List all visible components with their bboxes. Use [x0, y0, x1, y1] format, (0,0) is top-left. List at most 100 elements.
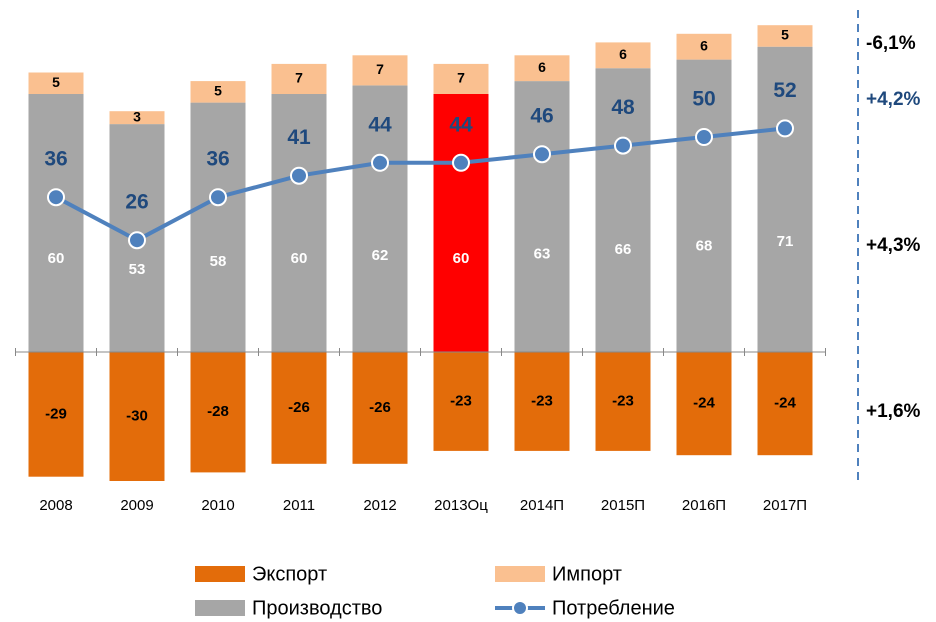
bar	[190, 102, 246, 352]
x-tick-label: 2013Оц	[434, 497, 488, 514]
bar	[595, 68, 651, 352]
line	[55, 126, 786, 243]
legend-swatch	[195, 600, 245, 616]
bar	[757, 25, 813, 47]
data-label: 3	[133, 108, 141, 124]
bar	[676, 59, 732, 352]
marker	[128, 231, 146, 250]
data-label: 44	[368, 113, 392, 136]
x-tick-label: 2012	[363, 497, 396, 514]
data-label: 50	[692, 88, 715, 111]
marker	[776, 119, 794, 138]
data-label: -24	[774, 395, 796, 412]
data-label: 62	[372, 247, 389, 264]
x-tick-label: 2014П	[520, 497, 564, 514]
data-label: 7	[295, 70, 303, 86]
data-label: 26	[125, 191, 148, 214]
data-label: 46	[530, 105, 553, 128]
x-tick-label: 2017П	[763, 497, 807, 514]
data-label: 5	[214, 83, 222, 99]
marker	[614, 136, 632, 155]
x-tick-label: 2011	[283, 497, 315, 514]
bar	[595, 352, 651, 451]
bar	[352, 85, 408, 353]
annotation: +1,6%	[866, 401, 921, 422]
data-label: 36	[206, 148, 229, 171]
marker	[533, 145, 551, 164]
data-label: 68	[696, 238, 713, 255]
bar	[433, 94, 489, 352]
data-label: 71	[777, 233, 794, 250]
legend-label: Импорт	[552, 563, 622, 585]
data-label: 36	[44, 148, 67, 171]
bar	[514, 55, 570, 82]
legend-label: Экспорт	[252, 563, 327, 585]
legend-marker	[512, 600, 528, 616]
marker	[695, 128, 713, 146]
data-label: -28	[207, 403, 229, 420]
marker	[290, 166, 308, 185]
bar	[190, 352, 246, 473]
legend-swatch	[495, 566, 545, 582]
data-label: 7	[376, 61, 384, 77]
bar	[271, 94, 327, 352]
data-label: 44	[449, 113, 473, 136]
data-label: 48	[611, 96, 635, 119]
data-label: -23	[531, 392, 553, 409]
data-label: -23	[450, 392, 472, 409]
legend-label: Производство	[252, 597, 382, 619]
bar	[28, 72, 84, 94]
marker	[371, 153, 389, 172]
data-label: 66	[615, 241, 632, 258]
bar	[109, 352, 165, 481]
data-label: -26	[288, 399, 310, 416]
bar	[757, 46, 813, 352]
bar	[109, 111, 165, 125]
bar	[676, 352, 732, 456]
data-label: 52	[773, 79, 796, 102]
data-label: 60	[48, 250, 65, 267]
bar	[271, 63, 327, 94]
bar	[514, 352, 570, 451]
data-label: -24	[693, 395, 715, 412]
data-label: 63	[534, 245, 551, 262]
data-label: 6	[619, 46, 627, 62]
data-label: 7	[457, 70, 465, 86]
bar	[352, 352, 408, 464]
data-label: 58	[210, 253, 227, 270]
x-tick-label: 2010	[201, 497, 234, 514]
data-label: -30	[126, 407, 148, 424]
legend-label: Потребление	[552, 597, 675, 619]
bar	[757, 352, 813, 456]
data-label: 41	[287, 126, 311, 149]
bar	[28, 94, 84, 352]
data-label: 60	[453, 250, 470, 267]
data-label: -26	[369, 399, 391, 416]
bar	[271, 352, 327, 464]
bar	[28, 352, 84, 477]
data-label: 6	[538, 59, 546, 75]
annotation: +4,2%	[866, 89, 921, 110]
x-tick-label: 2009	[120, 497, 153, 514]
bar	[676, 33, 732, 60]
bar	[514, 81, 570, 352]
marker	[47, 188, 65, 207]
marker	[452, 153, 470, 172]
data-label: 60	[291, 250, 308, 267]
data-label: -23	[612, 392, 634, 409]
x-tick-label: 2008	[39, 497, 72, 514]
bar	[352, 55, 408, 86]
bar	[595, 42, 651, 69]
x-tick-label: 2016П	[682, 497, 726, 514]
bar	[190, 81, 246, 103]
x-tick-label: 2015П	[601, 497, 645, 514]
data-label: 5	[781, 27, 789, 43]
data-label: 6	[700, 37, 708, 53]
marker	[209, 188, 227, 207]
legend-swatch	[195, 566, 245, 582]
annotation: -6,1%	[866, 33, 916, 54]
data-label: -29	[45, 405, 67, 422]
annotation: +4,3%	[866, 235, 921, 256]
data-label: 5	[52, 74, 60, 90]
